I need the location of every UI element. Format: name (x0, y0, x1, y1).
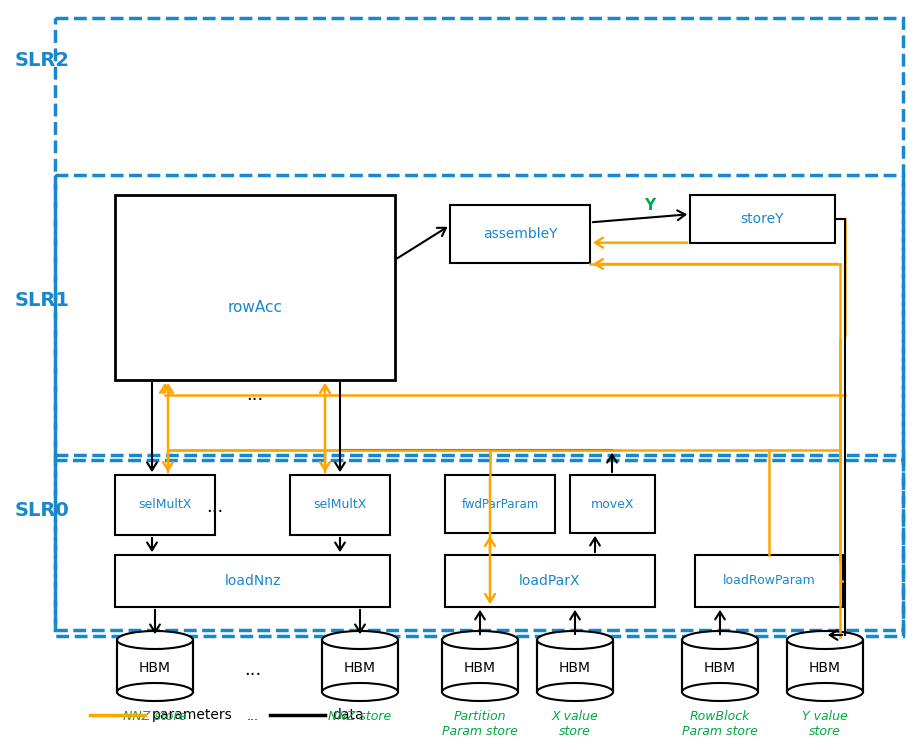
Text: ...: ... (246, 386, 263, 404)
Text: NNZ store: NNZ store (123, 710, 186, 723)
Text: storeY: storeY (741, 212, 784, 226)
Ellipse shape (322, 683, 398, 701)
Polygon shape (570, 475, 655, 533)
Text: loadParX: loadParX (520, 574, 581, 588)
Text: RowBlock
Param store: RowBlock Param store (682, 710, 758, 738)
Polygon shape (695, 555, 843, 607)
Text: loadRowParam: loadRowParam (722, 574, 815, 587)
Text: HBM: HBM (344, 661, 376, 675)
Text: Partition
Param store: Partition Param store (442, 710, 518, 738)
Ellipse shape (117, 631, 193, 649)
Ellipse shape (787, 631, 863, 649)
Polygon shape (117, 640, 193, 692)
Text: ...: ... (244, 661, 262, 679)
Ellipse shape (117, 683, 193, 701)
Ellipse shape (537, 631, 613, 649)
Text: assembleY: assembleY (483, 227, 557, 241)
Text: HBM: HBM (809, 661, 841, 675)
Polygon shape (450, 205, 590, 263)
Text: Y value
store: Y value store (802, 710, 848, 738)
Ellipse shape (322, 631, 398, 649)
Ellipse shape (682, 683, 758, 701)
Ellipse shape (537, 683, 613, 701)
Polygon shape (787, 640, 863, 692)
Text: SLR2: SLR2 (15, 50, 70, 70)
Text: ...: ... (207, 498, 224, 516)
Ellipse shape (787, 683, 863, 701)
Text: selMultX: selMultX (313, 499, 366, 512)
Polygon shape (682, 640, 758, 692)
Polygon shape (445, 475, 555, 533)
Polygon shape (290, 475, 390, 535)
Text: X value
store: X value store (552, 710, 599, 738)
Text: ...: ... (247, 710, 259, 723)
Text: rowAcc: rowAcc (228, 300, 283, 315)
Polygon shape (442, 640, 518, 692)
Polygon shape (115, 475, 215, 535)
Polygon shape (537, 640, 613, 692)
Text: NNZ store: NNZ store (329, 710, 392, 723)
Text: moveX: moveX (591, 497, 634, 511)
Text: HBM: HBM (704, 661, 736, 675)
Polygon shape (115, 555, 390, 607)
Text: HBM: HBM (464, 661, 496, 675)
Ellipse shape (682, 631, 758, 649)
Polygon shape (115, 195, 395, 380)
Text: parameters: parameters (152, 708, 233, 722)
Text: data: data (332, 708, 364, 722)
Text: selMultX: selMultX (139, 499, 192, 512)
Text: HBM: HBM (139, 661, 171, 675)
Text: fwdParParam: fwdParParam (462, 497, 539, 511)
Polygon shape (322, 640, 398, 692)
Ellipse shape (442, 631, 518, 649)
Polygon shape (690, 195, 835, 243)
Polygon shape (445, 555, 655, 607)
Ellipse shape (442, 683, 518, 701)
Text: HBM: HBM (559, 661, 591, 675)
Text: loadNnz: loadNnz (224, 574, 281, 588)
Text: Y: Y (644, 197, 655, 212)
Text: SLR0: SLR0 (15, 500, 70, 520)
Text: SLR1: SLR1 (15, 290, 70, 310)
